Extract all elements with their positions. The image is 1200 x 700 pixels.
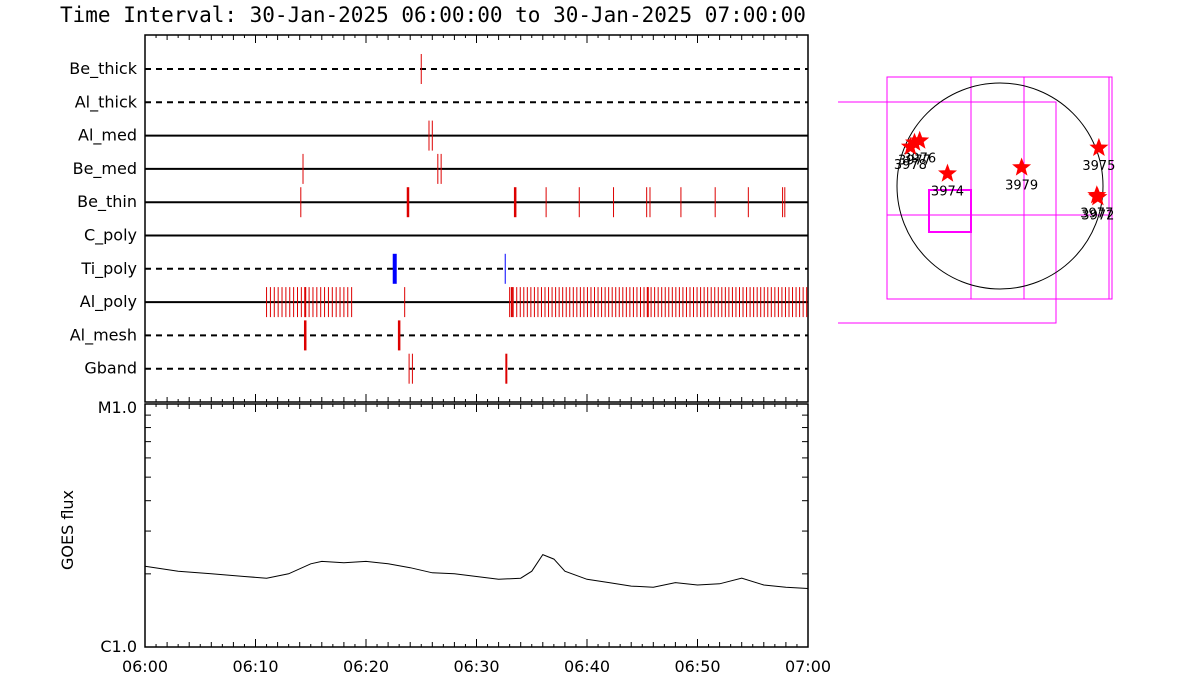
fov-box-highlight — [928, 189, 972, 233]
ar-label: 3979 — [1005, 178, 1038, 193]
fov-box — [838, 101, 1057, 324]
x-tick-label: 06:10 — [232, 657, 278, 676]
ar-label: 3976 — [903, 152, 936, 167]
ar-label: 3977 — [898, 154, 931, 169]
solar-disk — [896, 82, 1104, 290]
channel-label: Ti_poly — [80, 259, 137, 279]
x-tick-label: 06:40 — [564, 657, 610, 676]
ar-label: 3975 — [1082, 159, 1115, 174]
channel-label: Be_thin — [77, 192, 137, 212]
ar-star-marker — [1012, 157, 1032, 176]
channel-label: Al_thick — [75, 92, 138, 112]
ar-star-marker — [1088, 187, 1108, 206]
goes-frame — [144, 403, 809, 648]
channel-label: Gband — [84, 359, 137, 378]
y-tick-label: C1.0 — [100, 637, 137, 656]
ar-star-marker — [905, 132, 924, 151]
ar-label: 3978 — [894, 158, 927, 173]
x-tick-label: 06:00 — [122, 657, 168, 676]
channel-label: Be_med — [73, 159, 137, 179]
x-tick-label: 06:50 — [674, 657, 720, 676]
page-title: Time Interval: 30-Jan-2025 06:00:00 to 3… — [60, 3, 806, 27]
ar-star-marker — [1089, 137, 1109, 156]
x-tick-label: 06:20 — [343, 657, 389, 676]
channel-label: Al_med — [78, 126, 137, 146]
channel-label: Be_thick — [69, 59, 137, 79]
goes-flux-line — [144, 553, 809, 589]
y-tick-label: M1.0 — [98, 398, 137, 417]
channel-label: Al_mesh — [70, 325, 137, 345]
x-tick-label: 06:30 — [453, 657, 499, 676]
ar-label: 3974 — [931, 185, 964, 200]
ar-star-marker — [900, 136, 920, 155]
ar-star-marker — [910, 130, 930, 149]
y-axis-label: GOES flux — [58, 490, 77, 570]
ar-label: 3977 — [1080, 206, 1113, 221]
fov-box — [886, 76, 1113, 300]
fov-box — [886, 76, 1110, 300]
channel-label: C_poly — [84, 226, 137, 246]
channel-label: Al_poly — [80, 292, 137, 312]
ar-label: 3972 — [1081, 208, 1114, 223]
x-tick-label: 07:00 — [785, 657, 831, 676]
timeline-frame — [144, 34, 809, 403]
ar-star-marker — [938, 163, 957, 182]
